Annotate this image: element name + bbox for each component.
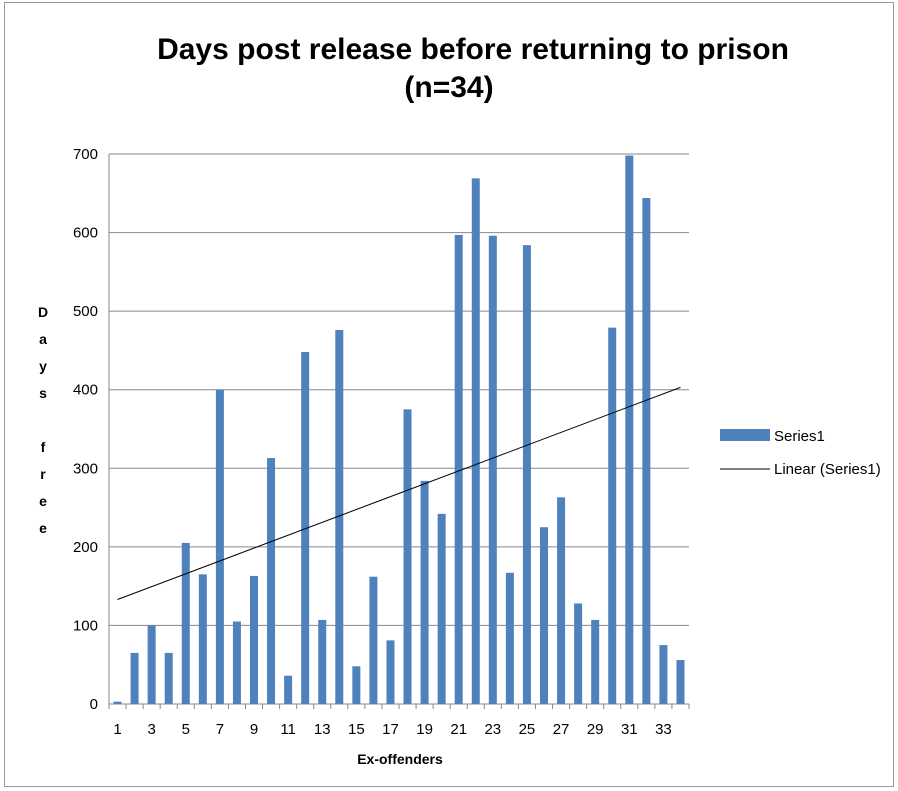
bar [540,527,548,704]
legend-label-trendline: Linear (Series1) [774,461,881,478]
x-tick-label: 27 [553,721,570,738]
bar [676,660,685,704]
bars [113,155,685,705]
trendline-layer [117,386,681,600]
bar [591,619,600,704]
x-axis-label: Ex-offenders [357,751,443,767]
bar [147,625,156,704]
x-tick-label: 23 [484,721,501,738]
x-tick-label: 1 [113,721,121,738]
bar [386,640,395,704]
x-tick-label: 5 [182,721,190,738]
x-tick-label: 17 [382,721,399,738]
bar [130,652,139,704]
bar [113,701,122,704]
x-tick-label: 9 [250,721,258,738]
legend: Series1 Linear (Series1) [720,428,881,478]
bar [557,497,566,704]
bar [471,178,480,704]
x-tick-label: 11 [280,721,296,738]
bar [198,574,207,704]
y-tick-labels: 0 100 200 300 400 500 600 700 [73,146,98,713]
x-tick-label: 15 [348,721,365,738]
legend-swatch-series1 [720,429,770,441]
y-tick-label: 300 [73,460,98,477]
bar [250,575,258,704]
chart: Days post release before returning to pr… [38,33,881,767]
x-tick-label: 29 [587,721,604,738]
bar [318,619,327,704]
x-tick-label: 33 [655,721,672,738]
bar [232,621,241,704]
bar [505,572,514,704]
gridlines [109,153,689,626]
y-tick-label: 500 [73,303,98,320]
y-tick-label: 700 [73,146,98,163]
bar [352,666,361,704]
bar [522,245,531,704]
bar [284,675,293,704]
bar [488,235,497,704]
y-tick-label: 600 [73,225,98,242]
bar [335,330,344,704]
y-tick-label: 400 [73,382,98,399]
bar [659,645,668,704]
y-tick-label: 200 [73,539,98,556]
bar [608,327,617,704]
x-tick-label: 3 [147,721,155,738]
bar [181,542,190,704]
bar [437,513,446,704]
bar [215,389,224,704]
bar [642,198,651,704]
chart-title-line-2: (n=34) [404,71,493,104]
bar [267,458,276,704]
bar [625,155,634,705]
bar [454,234,463,704]
x-tick-label: 21 [450,721,467,738]
legend-label-series1: Series1 [774,428,825,445]
x-tick-label: 13 [314,721,331,738]
bar [403,409,412,704]
trendline [117,386,681,600]
y-tick-label: 100 [73,617,98,634]
bar [301,352,310,704]
x-tick-labels: 1 3 5 7 9 11 13 15 17 19 21 23 25 27 29 31 33 [113,721,671,738]
bar [164,652,173,704]
chart-title-line-1: Days post release before returning to pr… [157,33,789,66]
y-tick-label: 0 [90,696,98,713]
bar [574,603,583,704]
x-tick-label: 31 [621,721,638,738]
chart-frame: Days post release before returning to pr… [4,2,894,787]
bar [369,576,378,704]
bar [420,480,429,704]
x-tick-label: 7 [216,721,224,738]
x-tick-label: 19 [416,721,433,738]
x-tick-label: 25 [519,721,536,738]
